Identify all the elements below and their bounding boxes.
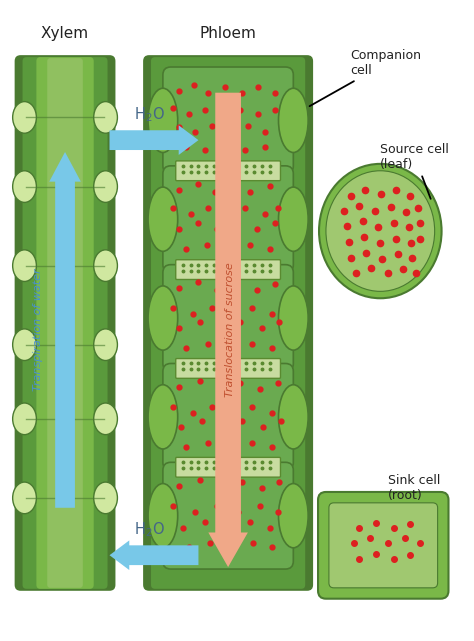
FancyBboxPatch shape — [47, 58, 83, 588]
Ellipse shape — [13, 482, 36, 513]
Ellipse shape — [94, 250, 118, 281]
FancyBboxPatch shape — [163, 265, 293, 371]
Ellipse shape — [13, 329, 36, 360]
FancyBboxPatch shape — [176, 358, 281, 378]
Text: Source cell
(leaf): Source cell (leaf) — [380, 143, 449, 199]
FancyBboxPatch shape — [176, 161, 281, 181]
FancyBboxPatch shape — [163, 67, 293, 174]
Text: Xylem: Xylem — [41, 26, 89, 41]
FancyBboxPatch shape — [143, 55, 313, 591]
Ellipse shape — [148, 385, 178, 449]
Ellipse shape — [279, 483, 308, 548]
Text: Phloem: Phloem — [200, 26, 256, 41]
Ellipse shape — [148, 286, 178, 350]
FancyBboxPatch shape — [318, 492, 448, 599]
FancyBboxPatch shape — [36, 57, 94, 589]
Ellipse shape — [148, 88, 178, 153]
Text: Companion
cell: Companion cell — [310, 49, 422, 106]
Ellipse shape — [326, 171, 435, 292]
FancyBboxPatch shape — [151, 57, 305, 589]
Text: Translocation of sucrose: Translocation of sucrose — [225, 263, 235, 397]
FancyBboxPatch shape — [23, 57, 108, 589]
Ellipse shape — [279, 385, 308, 449]
FancyArrow shape — [109, 540, 199, 570]
FancyArrow shape — [49, 152, 81, 508]
Ellipse shape — [279, 286, 308, 350]
FancyBboxPatch shape — [163, 462, 293, 569]
FancyBboxPatch shape — [163, 363, 293, 470]
Ellipse shape — [279, 88, 308, 153]
Ellipse shape — [319, 164, 442, 298]
FancyArrow shape — [109, 125, 199, 155]
Ellipse shape — [94, 482, 118, 513]
Text: Transpiration of water: Transpiration of water — [33, 269, 43, 391]
Text: H$_2$O: H$_2$O — [134, 520, 164, 540]
FancyArrow shape — [209, 93, 248, 567]
FancyBboxPatch shape — [176, 458, 281, 477]
Text: H$_2$O: H$_2$O — [134, 106, 164, 124]
Ellipse shape — [279, 187, 308, 251]
Ellipse shape — [94, 329, 118, 360]
FancyBboxPatch shape — [15, 55, 116, 591]
Ellipse shape — [13, 403, 36, 435]
Ellipse shape — [94, 101, 118, 133]
Ellipse shape — [13, 250, 36, 281]
Ellipse shape — [94, 403, 118, 435]
Ellipse shape — [148, 483, 178, 548]
FancyBboxPatch shape — [176, 260, 281, 279]
Ellipse shape — [148, 187, 178, 251]
Ellipse shape — [13, 171, 36, 203]
FancyBboxPatch shape — [329, 503, 438, 588]
FancyBboxPatch shape — [163, 166, 293, 272]
Ellipse shape — [94, 171, 118, 203]
Ellipse shape — [13, 101, 36, 133]
Text: Sink cell
(root): Sink cell (root) — [388, 474, 440, 523]
